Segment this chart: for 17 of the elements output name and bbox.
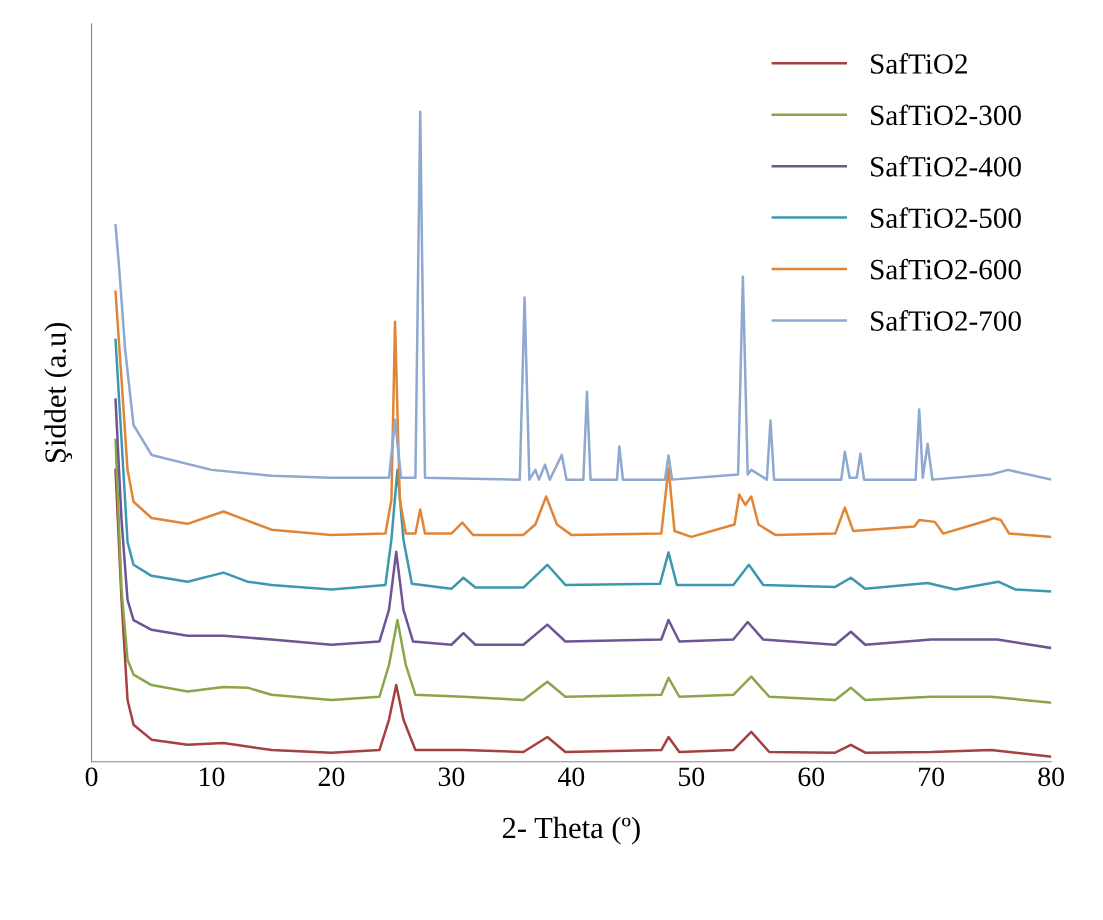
y-axis-title: Şiddet (a.u) (44, 322, 73, 463)
legend-label: SafTiO2-300 (871, 104, 1021, 126)
x-tick-label: 30 (438, 767, 465, 787)
x-tick-label: 0 (85, 767, 98, 787)
x-tick-label: 20 (318, 767, 345, 787)
legend-label: SafTiO2-600 (871, 258, 1021, 280)
x-tick-label: 10 (200, 767, 225, 787)
x-tick-label: 80 (1038, 767, 1064, 787)
x-tick-label: 70 (919, 767, 945, 787)
legend-label: SafTiO2 (871, 52, 967, 74)
x-tick-label: 60 (798, 767, 825, 787)
x-axis-title: 2- Theta (º) (502, 816, 640, 845)
legend-label: SafTiO2-400 (871, 155, 1021, 177)
legend-label: SafTiO2-700 (871, 310, 1021, 331)
x-tick-label: 50 (679, 767, 705, 787)
legend-label: SafTiO2-500 (871, 207, 1021, 229)
x-tick-label: 40 (558, 767, 585, 787)
